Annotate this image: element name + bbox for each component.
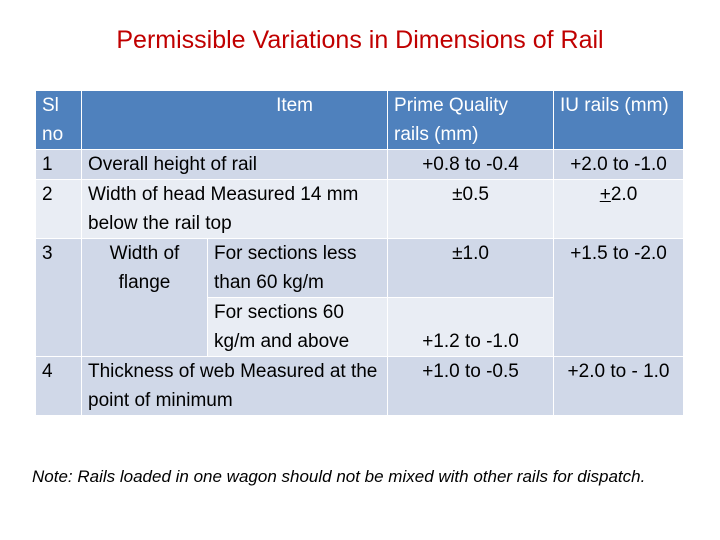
row-prime-60-and-above: +1.2 to -1.0 (387, 297, 555, 357)
row-sl: 3 (35, 238, 82, 357)
table-row: 3 Width of flange For sections less than… (35, 238, 685, 357)
header-sl-no: Sl no (35, 90, 82, 150)
row-item: Overall height of rail (80, 149, 389, 180)
row-subitem-less-than-60: For sections less than 60 kg/m (206, 238, 389, 298)
plus-minus-sign: + (599, 184, 611, 205)
row-item: Width of flange (81, 238, 208, 357)
row-iu: +2.0 to -1.0 (553, 149, 685, 180)
row-prime: +0.8 to -0.4 (387, 149, 555, 180)
table-header-row: Sl no Item Prime Quality rails (mm) IU r… (35, 90, 685, 150)
row-prime: ±0.5 (387, 179, 555, 239)
table-row: 2 Width of head Measured 14 mm below the… (35, 179, 685, 239)
table-row: For sections 60 kg/m and above +1.2 to -… (36, 297, 684, 357)
row-item: Width of head Measured 14 mm below the r… (80, 179, 389, 239)
row-subitem-60-and-above: For sections 60 kg/m and above (206, 297, 389, 357)
row-prime: +1.0 to -0.5 (387, 356, 555, 416)
row-sl: 2 (35, 179, 82, 239)
table-row: 1 Overall height of rail +0.8 to -0.4 +2… (35, 149, 685, 180)
variations-table: Sl no Item Prime Quality rails (mm) IU r… (35, 90, 685, 416)
row-sl: 1 (35, 149, 82, 180)
page-title: Permissible Variations in Dimensions of … (116, 26, 604, 54)
iu-value: 2.0 (610, 184, 638, 205)
row-sl: 4 (35, 356, 82, 416)
table-row: 4 Thickness of web Measured at the point… (35, 356, 685, 416)
row-item: Thickness of web Measured at the point o… (80, 356, 389, 416)
header-iu-rails: IU rails (mm) (553, 90, 685, 150)
row-iu: +2.0 to - 1.0 (553, 356, 685, 416)
row-prime-less-than-60: ±1.0 (387, 238, 555, 298)
dispatch-note: Note: Rails loaded in one wagon should n… (32, 467, 646, 486)
header-prime-quality: Prime Quality rails (mm) (387, 90, 555, 150)
row-iu: +2.0 (553, 179, 685, 239)
header-item: Item (80, 90, 389, 150)
row-iu: +1.5 to -2.0 (553, 238, 685, 357)
